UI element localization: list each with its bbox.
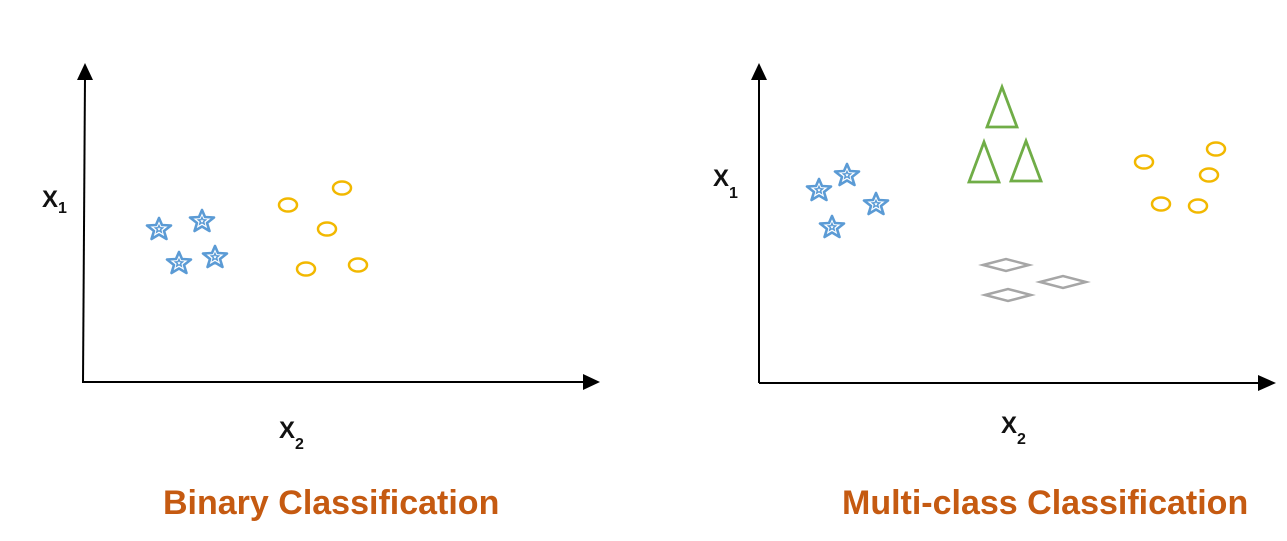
multiclass-x-axis — [759, 375, 1276, 391]
triangle-marker — [967, 140, 1001, 184]
star-marker — [145, 216, 173, 241]
triangle-marker — [1009, 139, 1043, 183]
circle-marker — [1133, 154, 1155, 170]
circle-marker — [295, 261, 317, 277]
multiclass-circle-class — [1133, 141, 1227, 214]
circle-marker — [277, 197, 299, 213]
binary-x-axis — [82, 374, 600, 390]
circle-marker — [331, 180, 353, 196]
multiclass-diamond-class — [981, 257, 1088, 303]
binary-panel: X1 X2 — [42, 63, 600, 453]
star-marker — [862, 191, 890, 216]
binary-x-axis-label: X2 — [279, 417, 304, 453]
multiclass-y-axis-label: X1 — [713, 165, 738, 202]
diamond-marker — [983, 287, 1033, 303]
star-marker — [201, 244, 229, 269]
star-marker — [805, 177, 833, 202]
triangle-marker — [985, 85, 1019, 129]
multiclass-y-axis — [751, 63, 767, 383]
binary-star-class — [145, 208, 229, 275]
star-marker — [818, 214, 846, 239]
circle-marker — [1205, 141, 1227, 157]
multiclass-x-axis-label: X2 — [1001, 412, 1026, 448]
star-marker — [165, 250, 193, 275]
circle-marker — [1198, 167, 1220, 183]
binary-caption: Binary Classification — [163, 484, 500, 522]
circle-marker — [1187, 198, 1209, 214]
binary-y-axis — [77, 63, 93, 383]
diamond-marker — [1038, 274, 1088, 290]
multiclass-caption: Multi-class Classification — [842, 484, 1249, 522]
binary-circle-class — [277, 180, 369, 277]
star-marker — [188, 208, 216, 233]
circle-marker — [316, 221, 338, 237]
multiclass-star-class — [805, 162, 890, 239]
circle-marker — [347, 257, 369, 273]
binary-y-axis-label: X1 — [42, 186, 67, 217]
circle-marker — [1150, 196, 1172, 212]
star-marker — [833, 162, 861, 187]
diamond-marker — [981, 257, 1031, 273]
multiclass-triangle-class — [967, 85, 1043, 184]
multiclass-panel: X1 X2 — [713, 63, 1276, 448]
